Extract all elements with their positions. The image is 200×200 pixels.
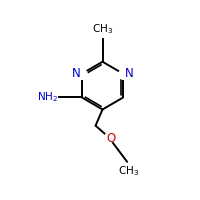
Text: CH$_3$: CH$_3$ — [92, 22, 113, 36]
Text: N: N — [72, 67, 80, 80]
Text: CH$_3$: CH$_3$ — [118, 164, 139, 178]
Text: N: N — [125, 67, 133, 80]
Text: O: O — [106, 132, 116, 145]
Text: NH$_2$: NH$_2$ — [37, 91, 58, 104]
